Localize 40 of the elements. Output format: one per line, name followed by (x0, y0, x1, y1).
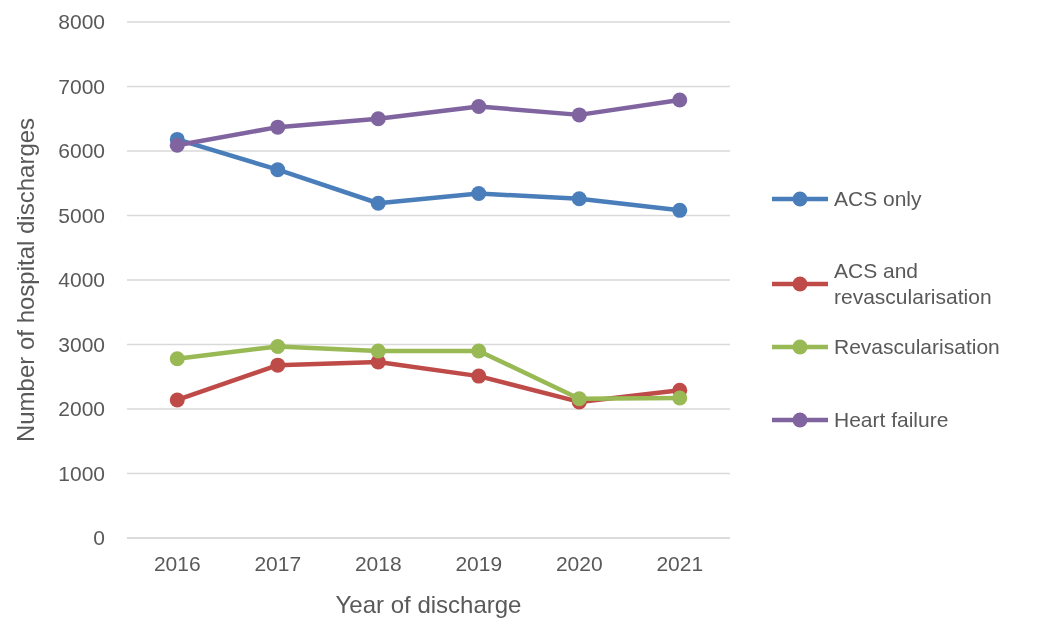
legend-label: ACS only (834, 187, 923, 211)
y-tick-label: 4000 (58, 268, 105, 292)
point (270, 338, 286, 354)
x-tick-label: 2017 (254, 552, 302, 575)
point (370, 195, 386, 211)
x-tick-label: 2021 (656, 552, 704, 575)
y-axis-title: Number of hospital discharges (12, 117, 39, 443)
legend-label: ACS and revascularisation (834, 259, 992, 309)
point (672, 390, 688, 406)
point (270, 162, 286, 178)
y-tick-label: 6000 (58, 139, 105, 163)
point (672, 92, 688, 108)
y-tick-label: 8000 (58, 10, 105, 34)
x-tick-label: 2018 (354, 552, 402, 575)
y-tick-label: 5000 (58, 203, 105, 227)
point (471, 186, 487, 202)
point (169, 137, 185, 153)
point (169, 351, 185, 367)
point (571, 107, 587, 123)
y-tick-label: 1000 (58, 461, 105, 485)
x-axis-title: Year of discharge (335, 591, 522, 618)
point (270, 357, 286, 373)
x-tick-label: 2016 (153, 552, 201, 575)
y-tick-label: 2000 (58, 397, 105, 421)
point (672, 202, 688, 218)
x-tick-label: 2020 (555, 552, 603, 575)
point (270, 119, 286, 135)
y-tick-label: 7000 (58, 74, 105, 98)
point (471, 99, 487, 114)
y-tick-label: 3000 (58, 332, 105, 356)
point (571, 191, 587, 207)
point (370, 343, 386, 359)
x-tick-label: 2019 (455, 552, 503, 575)
point (169, 392, 185, 408)
point (471, 368, 487, 384)
point (471, 343, 487, 359)
legend-label: Revascularisation (834, 335, 1000, 359)
y-tick-label: 0 (93, 526, 105, 550)
legend-label: Heart failure (834, 408, 949, 432)
point (370, 111, 386, 127)
